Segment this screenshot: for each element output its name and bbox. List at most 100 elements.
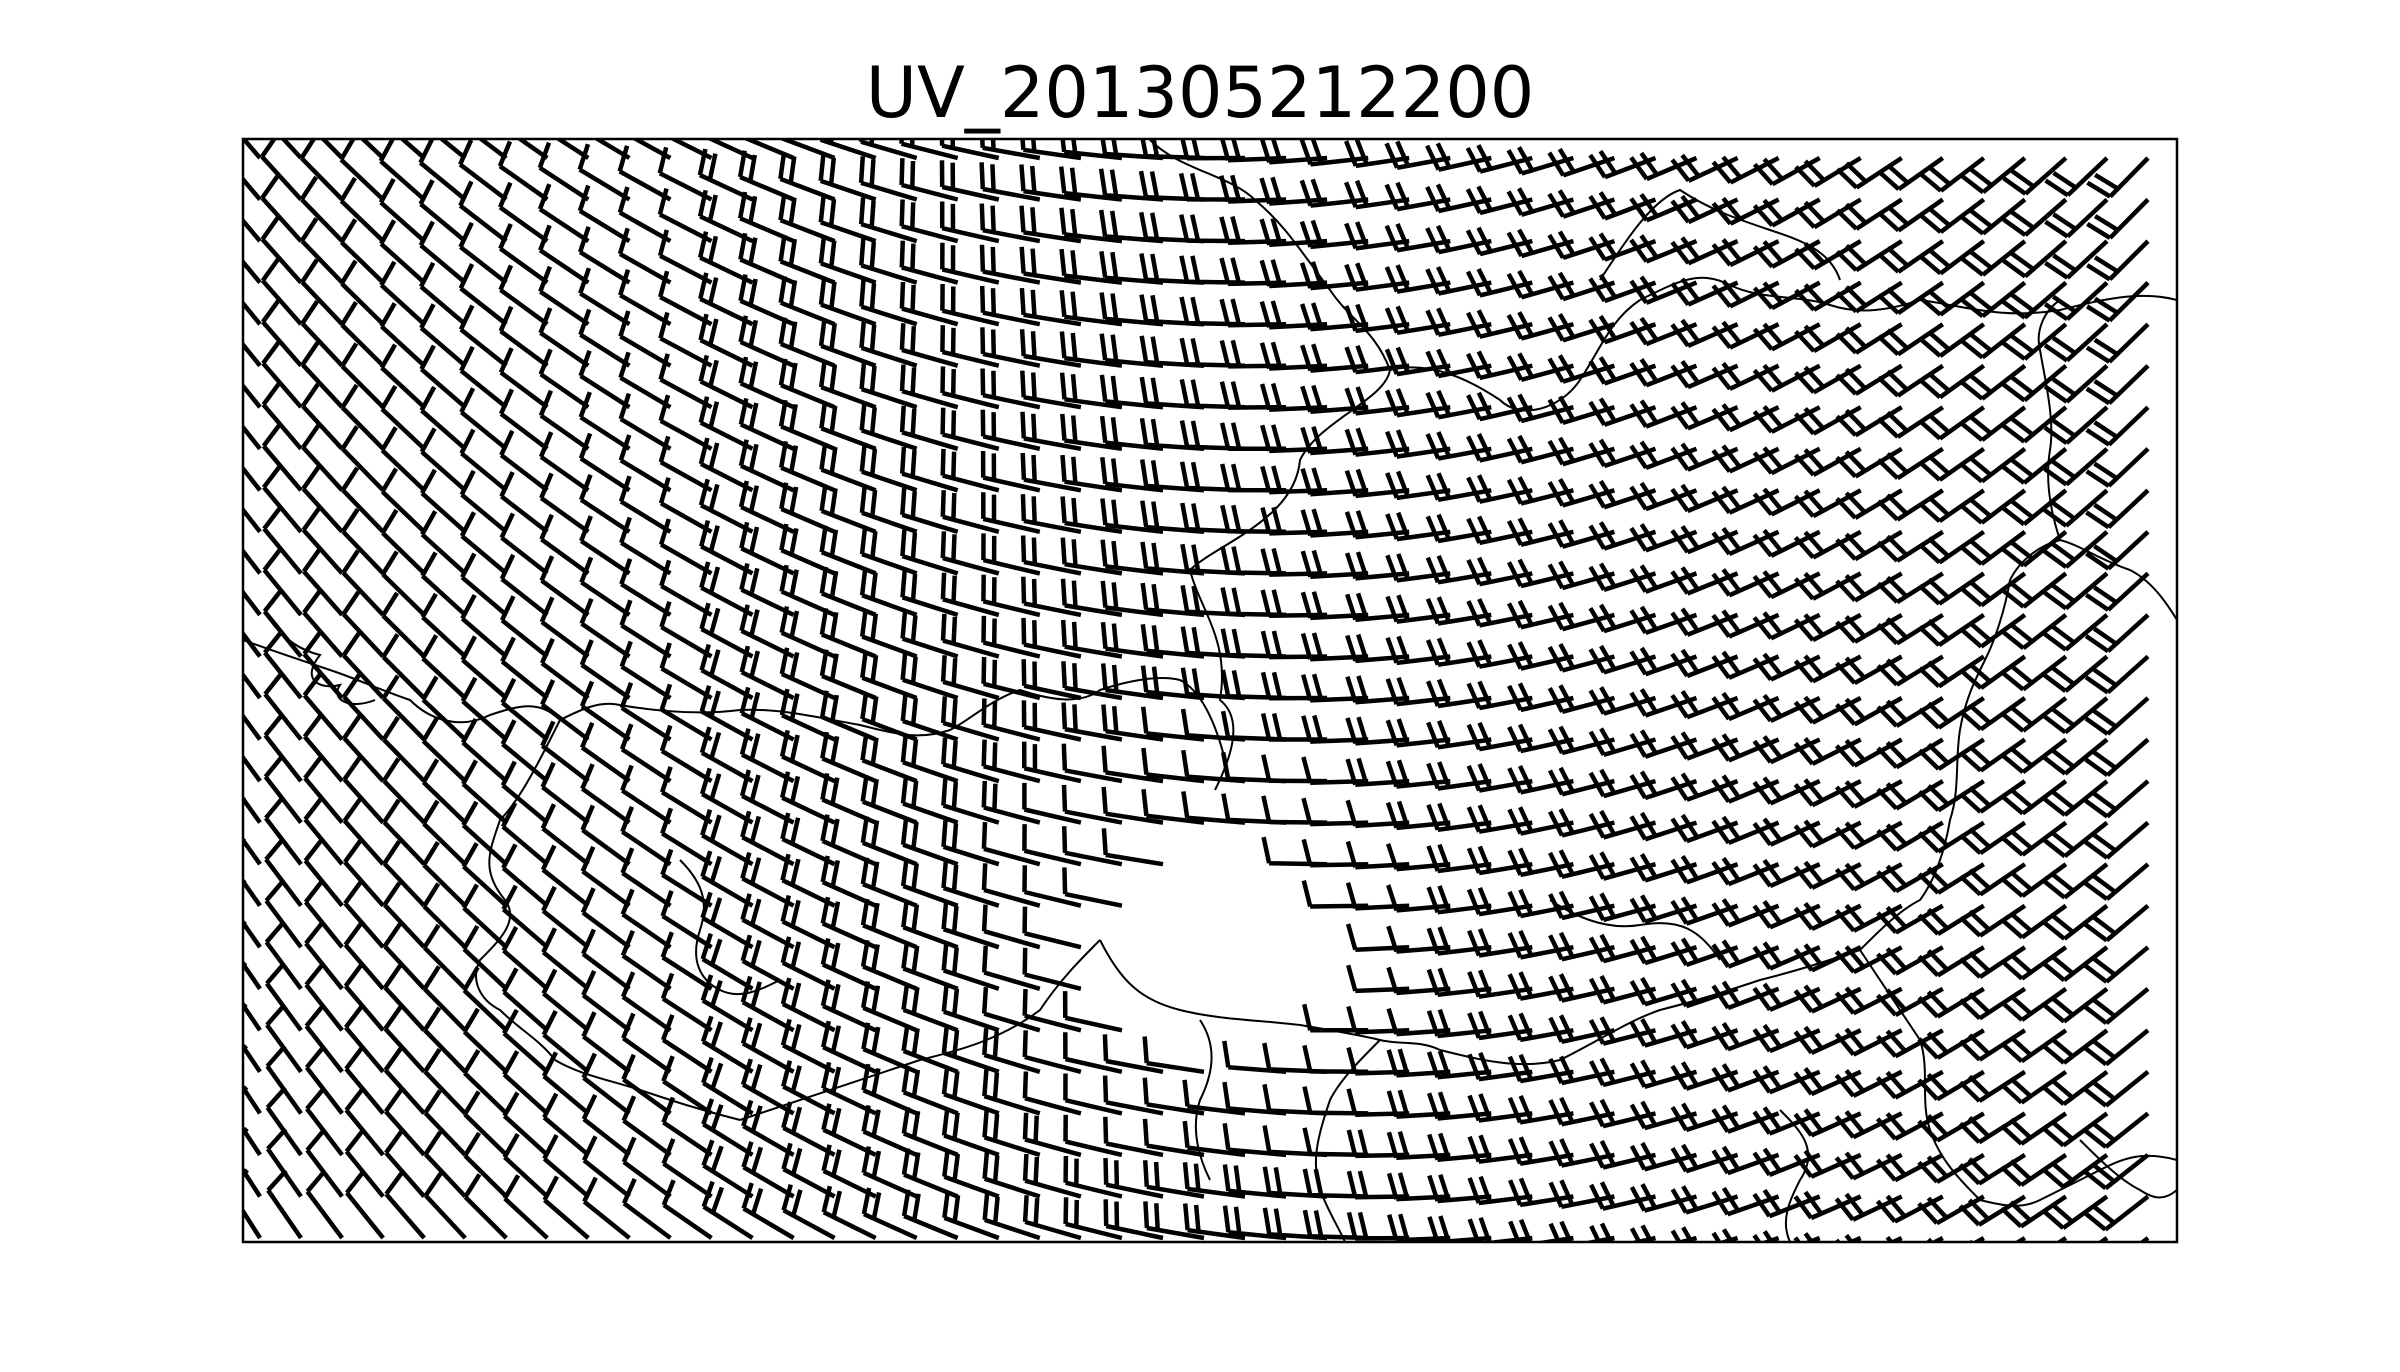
wind-barb <box>942 1149 1000 1199</box>
wind-barb <box>538 389 590 451</box>
wind-barb <box>1875 1111 1944 1141</box>
wind-barb <box>982 1069 1041 1116</box>
wind-barb <box>1019 246 1082 285</box>
wind-barb <box>581 1011 631 1074</box>
wind-barb <box>981 533 1041 576</box>
wind-barb <box>1427 1132 1492 1163</box>
wind-barb <box>2000 737 2068 774</box>
wind-barb <box>260 257 303 326</box>
wind-barb <box>380 508 426 576</box>
wind-barb <box>2043 405 2109 445</box>
wind-barb <box>941 943 1000 991</box>
wind-barb <box>858 156 918 202</box>
wind-barb <box>618 269 672 327</box>
wind-barb <box>1876 903 1944 935</box>
wind-barb <box>1793 695 1862 725</box>
wind-barb <box>1060 537 1123 576</box>
wind-barb <box>1547 684 1615 714</box>
wind-barb <box>539 513 590 576</box>
wind-barb <box>901 1065 959 1116</box>
wind-barb <box>542 1175 590 1240</box>
wind-barb <box>1507 1012 1574 1043</box>
wind-barb <box>940 283 1000 327</box>
wind-barb <box>1346 964 1410 994</box>
wind-barb <box>982 1193 1041 1241</box>
wind-barb <box>1752 446 1821 476</box>
wind-barb <box>1793 571 1862 601</box>
wind-barb <box>982 1110 1041 1158</box>
wind-barb <box>620 764 672 825</box>
wind-barb <box>2043 530 2109 569</box>
wind-barb <box>1222 1205 1287 1241</box>
country-boundary <box>739 939 1101 1121</box>
wind-barb <box>1793 778 1862 808</box>
wind-barb <box>383 1005 426 1074</box>
wind-barb <box>621 1095 672 1157</box>
wind-barb <box>1022 782 1082 825</box>
wind-barb <box>1466 721 1533 752</box>
wind-barb <box>1959 447 2027 484</box>
wind-barb <box>1876 862 1944 894</box>
wind-barb <box>620 847 672 908</box>
wind-barb <box>502 1132 549 1199</box>
wind-barb <box>1301 714 1369 744</box>
wind-barb <box>418 179 467 243</box>
wind-barb <box>1141 788 1205 825</box>
wind-barb <box>981 698 1041 742</box>
wind-barb <box>1426 1091 1492 1121</box>
wind-barb <box>1960 197 2027 236</box>
map-frame <box>241 137 2179 1244</box>
wind-barb <box>1918 197 1986 234</box>
wind-barb <box>383 1088 426 1157</box>
wind-barb <box>380 384 426 451</box>
wind-barb <box>2002 197 2068 237</box>
wind-barb <box>516 139 549 160</box>
wind-barb <box>2042 779 2109 817</box>
wind-barb <box>1465 350 1533 381</box>
wind-barb <box>1344 345 1410 375</box>
wind-barb <box>498 223 549 285</box>
wind-barb <box>2043 571 2109 611</box>
wind-barb <box>818 154 877 202</box>
wind-barb <box>2084 862 2150 901</box>
wind-barb <box>741 1099 795 1157</box>
country-boundary <box>1439 949 1861 1066</box>
figure-title: UV_201305212200 <box>865 52 1535 134</box>
wind-barb <box>1060 413 1123 452</box>
wind-barb <box>500 801 549 866</box>
wind-barb <box>819 607 877 659</box>
wind-barb <box>818 139 877 161</box>
wind-barb <box>1299 178 1369 208</box>
wind-barb <box>419 427 467 492</box>
wind-barb <box>541 885 590 949</box>
wind-barb <box>1917 1111 1985 1143</box>
wind-barb <box>618 392 672 451</box>
wind-barb <box>345 1170 385 1240</box>
wind-barb <box>300 217 344 285</box>
wind-barb <box>305 1169 344 1240</box>
wind-barb <box>382 798 426 866</box>
wind-barb <box>1301 838 1369 868</box>
wind-barb <box>2044 197 2109 239</box>
wind-barb <box>578 432 631 493</box>
wind-barb <box>421 799 467 866</box>
wind-barb <box>1344 139 1410 169</box>
wind-barb <box>383 964 426 1032</box>
wind-barb <box>2042 820 2109 859</box>
wind-barb <box>462 966 508 1032</box>
wind-barb <box>384 1129 426 1198</box>
wind-barb <box>1506 352 1574 382</box>
wind-barb <box>2083 1194 2150 1232</box>
wind-barb <box>1425 266 1492 296</box>
wind-barb <box>617 145 672 202</box>
wind-barb <box>1181 749 1246 784</box>
wind-barb <box>858 139 918 161</box>
wind-barb <box>1222 1040 1287 1075</box>
wind-barb <box>619 558 672 617</box>
wind-barb <box>1021 576 1082 618</box>
wind-barb <box>1507 806 1574 836</box>
wind-barb <box>261 299 303 368</box>
wind-barb <box>581 1093 631 1157</box>
wind-barb <box>861 1187 918 1241</box>
wind-barb <box>1426 1008 1492 1039</box>
